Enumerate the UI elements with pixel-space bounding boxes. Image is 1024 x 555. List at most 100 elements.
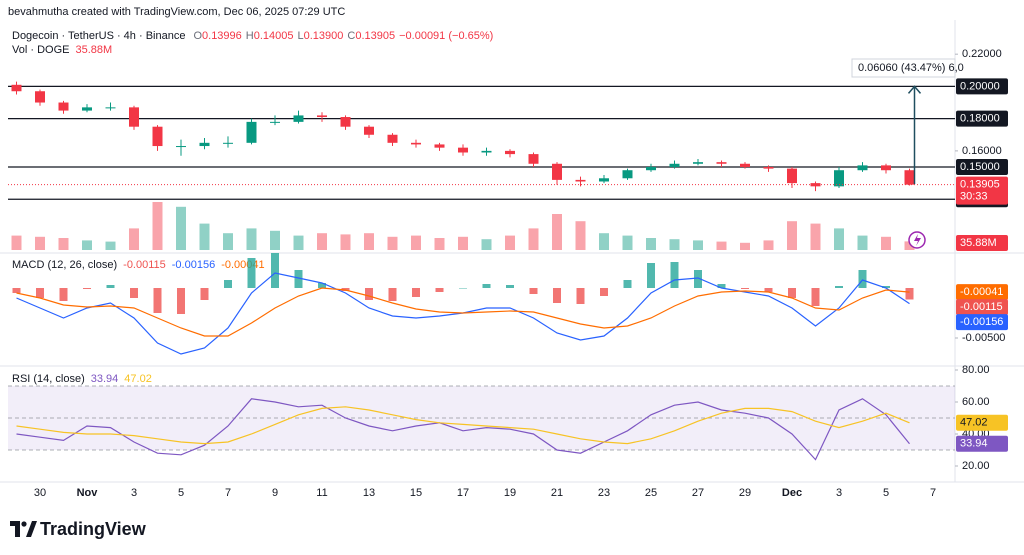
- macd-histogram-bar: [153, 288, 162, 313]
- level-box: [956, 158, 1008, 175]
- macd-histogram-bar: [412, 288, 420, 297]
- macd-histogram-bar: [529, 288, 538, 294]
- macd-line: [16, 287, 910, 337]
- macd-signal-value: -0.00041: [221, 259, 264, 271]
- rsi-value-label-box: [956, 435, 1008, 452]
- candle-body: [82, 107, 92, 111]
- candle-body: [223, 142, 233, 144]
- candle-body: [11, 84, 22, 92]
- candle-body: [152, 126, 163, 147]
- rsi-ma-value: 47.02: [124, 373, 152, 385]
- macd-histogram-bar: [59, 288, 68, 301]
- x-tick-label: 3: [836, 487, 842, 499]
- volume-bar: [716, 241, 727, 250]
- rsi-line: [16, 398, 910, 461]
- macd-value-label: -0.00156: [960, 316, 1003, 328]
- rsi-value-label-box: [956, 414, 1008, 431]
- price-change: −0.00091 (−0.65%): [399, 30, 493, 42]
- volume-bar: [223, 233, 233, 250]
- x-tick-label: 7: [225, 487, 231, 499]
- ohlc-key: L: [298, 30, 304, 42]
- rsi-line: [16, 406, 910, 445]
- volume-bar: [622, 235, 633, 250]
- macd-value-label-box: [956, 314, 1008, 331]
- macd-histogram-bar: [623, 280, 632, 288]
- current-price-label: 0.13905: [960, 179, 1000, 191]
- rsi-value: 33.94: [91, 373, 119, 385]
- y-tick-label: -0.00500: [962, 332, 1005, 344]
- x-tick-label: 15: [410, 487, 422, 499]
- macd-histogram-bar: [553, 288, 561, 303]
- volume-bar: [458, 236, 468, 250]
- macd-histogram-bar: [224, 280, 232, 288]
- macd-histogram-bar: [506, 285, 514, 288]
- level-box: [956, 110, 1008, 127]
- volume-bar: [152, 202, 163, 250]
- macd-value-label-box: [956, 284, 1008, 301]
- x-tick-label: 23: [598, 487, 610, 499]
- volume-label: 35.88M: [960, 237, 997, 249]
- volume-bar: [199, 223, 210, 250]
- rsi-value-label: 47.02: [960, 417, 988, 429]
- candle-body: [857, 165, 868, 171]
- ohlc-key: C: [347, 30, 355, 42]
- ohlc-value: 0.13905: [355, 30, 395, 42]
- candle-body: [387, 134, 398, 143]
- x-tick-label: 9: [272, 487, 278, 499]
- macd-hist-value: -0.00115: [123, 259, 166, 271]
- candle-body: [481, 150, 492, 153]
- logo: TradingView: [10, 519, 147, 539]
- candle-body: [787, 168, 797, 184]
- current-price-box: [956, 176, 1008, 205]
- volume-bar: [810, 223, 821, 250]
- candle-body: [669, 163, 680, 167]
- x-tick-label: 11: [316, 487, 327, 499]
- candle-body: [458, 147, 468, 153]
- volume-bar: [505, 235, 515, 250]
- candle-body: [552, 163, 562, 180]
- rsi-legend: RSI (14, close) 33.94 47.02: [12, 373, 152, 385]
- macd-histogram-bar: [365, 288, 373, 300]
- rsi-title: RSI (14, close): [12, 373, 85, 385]
- candle-body: [693, 162, 703, 164]
- macd-line-value: -0.00156: [172, 259, 215, 271]
- volume-bar: [669, 239, 680, 250]
- macd-histogram-bar: [388, 288, 397, 301]
- candle-body: [528, 154, 539, 164]
- macd-histogram-bar: [130, 288, 138, 298]
- logo-text: TradingView: [40, 519, 147, 539]
- candle-body: [575, 179, 586, 182]
- macd-histogram-bar: [764, 288, 773, 292]
- ohlc-key: H: [246, 30, 254, 42]
- candle-body: [176, 146, 186, 148]
- level-label: 0.18000: [960, 113, 1000, 125]
- macd-histogram-bar: [106, 285, 115, 288]
- macd-title: MACD (12, 26, close): [12, 259, 117, 271]
- macd-value-label: -0.00115: [960, 301, 1003, 313]
- x-tick-label: 25: [645, 487, 657, 499]
- candle-body: [646, 166, 656, 171]
- ohlc-value: 0.13900: [304, 30, 344, 42]
- candle-body: [58, 102, 69, 111]
- volume-legend: Vol · DOGE 35.88M: [12, 44, 112, 56]
- macd-histogram-bar: [83, 288, 91, 289]
- candle-body: [740, 163, 750, 167]
- volume-bar: [481, 239, 492, 250]
- y-tick-label: 80.00: [962, 364, 990, 376]
- candle-body: [270, 121, 280, 123]
- symbol-title: Dogecoin · TetherUS · 4h · Binance: [12, 30, 185, 42]
- candle-body: [763, 166, 774, 169]
- x-tick-label: 5: [883, 487, 889, 499]
- macd-histogram-bar: [741, 288, 749, 289]
- level-label: 0.15000: [960, 161, 1000, 173]
- volume-bar: [646, 238, 656, 250]
- logo-mark: [26, 521, 37, 537]
- macd-histogram-bar: [882, 286, 890, 288]
- volume-value: 35.88M: [75, 44, 112, 56]
- level-box: [956, 78, 1008, 95]
- volume-bar: [834, 228, 844, 250]
- candle-body: [364, 126, 374, 135]
- macd-histogram-bar: [294, 270, 303, 288]
- logo-mark: [21, 521, 27, 527]
- macd-histogram-bar: [788, 288, 796, 298]
